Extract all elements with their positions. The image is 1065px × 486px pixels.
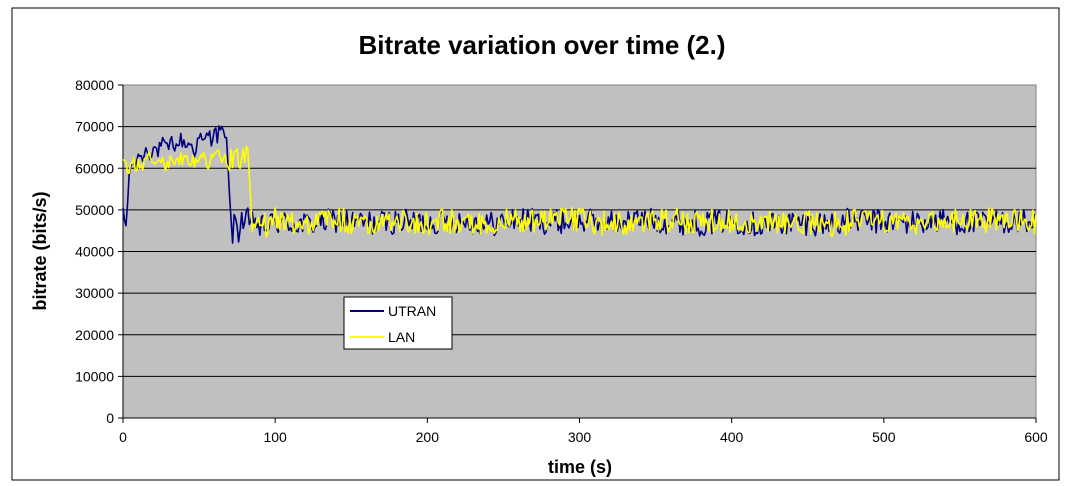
- chart-title: Bitrate variation over time (2.): [359, 30, 726, 60]
- y-tick-label: 40000: [75, 244, 114, 260]
- y-tick-label: 0: [106, 410, 114, 426]
- y-tick-label: 70000: [75, 119, 114, 135]
- x-tick-label: 300: [568, 429, 592, 445]
- y-tick-label: 60000: [75, 160, 114, 176]
- chart-frame: [11, 7, 1060, 481]
- x-tick-label: 600: [1024, 429, 1048, 445]
- series-group: [122, 125, 1037, 244]
- x-axis-title: time (s): [548, 457, 612, 477]
- y-axis-title: bitrate (bits/s): [30, 191, 50, 310]
- y-tick-label: 20000: [75, 327, 114, 343]
- tick-labels: 0 10000 20000 30000 40000 50000 60000 70000 8000…: [75, 77, 1048, 445]
- series-line-lan: [122, 145, 1037, 238]
- axes: [118, 84, 1037, 423]
- x-tick-label: 200: [416, 429, 440, 445]
- y-tick-label: 10000: [75, 368, 114, 384]
- y-tick-label: 50000: [75, 202, 114, 218]
- legend: UTRAN LAN: [343, 296, 453, 350]
- x-tick-label: 500: [872, 429, 896, 445]
- legend-label-utran: UTRAN: [388, 303, 436, 319]
- y-tick-label: 30000: [75, 285, 114, 301]
- x-tick-label: 100: [263, 429, 287, 445]
- legend-box: [343, 296, 453, 350]
- y-tick-label: 80000: [75, 77, 114, 93]
- legend-label-lan: LAN: [388, 329, 415, 345]
- x-tick-label: 0: [119, 429, 127, 445]
- x-tick-label: 400: [720, 429, 744, 445]
